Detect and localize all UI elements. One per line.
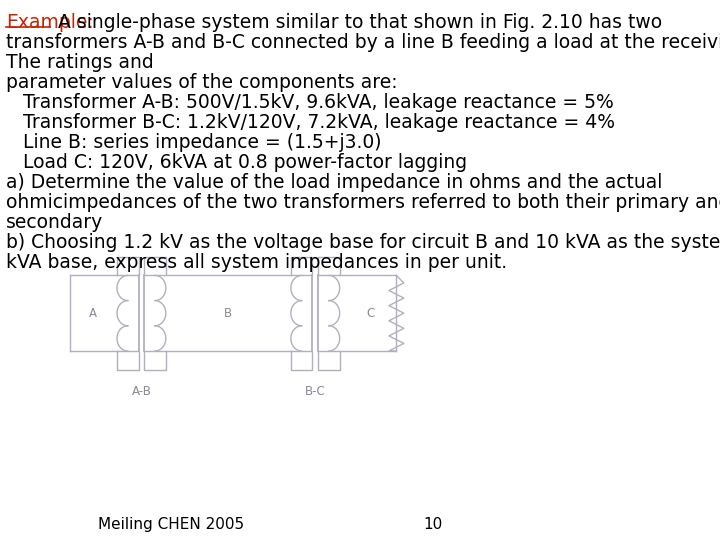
Text: The ratings and: The ratings and [6, 53, 154, 72]
Text: A-B: A-B [132, 385, 151, 398]
Text: Transformer B-C: 1.2kV/120V, 7.2kVA, leakage reactance = 4%: Transformer B-C: 1.2kV/120V, 7.2kVA, lea… [23, 113, 615, 132]
Text: Meiling CHEN 2005: Meiling CHEN 2005 [99, 517, 245, 532]
Text: A: A [89, 307, 97, 320]
Text: Load C: 120V, 6kVA at 0.8 power-factor lagging: Load C: 120V, 6kVA at 0.8 power-factor l… [23, 153, 467, 172]
Text: B: B [224, 307, 233, 320]
Text: secondary: secondary [6, 213, 103, 232]
Text: B-C: B-C [305, 385, 325, 398]
Text: a) Determine the value of the load impedance in ohms and the actual: a) Determine the value of the load imped… [6, 173, 662, 192]
Text: transformers A-B and B-C connected by a line B feeding a load at the receiving e: transformers A-B and B-C connected by a … [6, 33, 720, 52]
Text: ohmicimpedances of the two transformers referred to both their primary and: ohmicimpedances of the two transformers … [6, 193, 720, 212]
Text: Transformer A-B: 500V/1.5kV, 9.6kVA, leakage reactance = 5%: Transformer A-B: 500V/1.5kV, 9.6kVA, lea… [23, 93, 614, 112]
Text: parameter values of the components are:: parameter values of the components are: [6, 73, 397, 92]
Text: A single-phase system similar to that shown in Fig. 2.10 has two: A single-phase system similar to that sh… [53, 13, 662, 32]
Text: 10: 10 [423, 517, 443, 532]
Text: kVA base, express all system impedances in per unit.: kVA base, express all system impedances … [6, 253, 507, 272]
Text: C: C [366, 307, 374, 320]
Text: b) Choosing 1.2 kV as the voltage base for circuit B and 10 kVA as the systemwid: b) Choosing 1.2 kV as the voltage base f… [6, 233, 720, 252]
Text: Example:: Example: [6, 13, 94, 32]
Text: Line B: series impedance = (1.5+j3.0): Line B: series impedance = (1.5+j3.0) [23, 133, 382, 152]
